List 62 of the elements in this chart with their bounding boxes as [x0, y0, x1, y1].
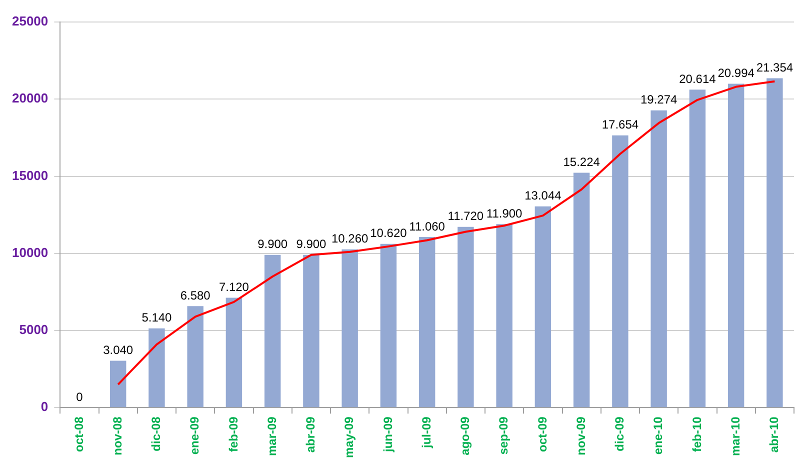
bar: [110, 360, 126, 408]
x-tick-label: mar-09: [264, 416, 279, 456]
y-tick-label: 15000: [12, 168, 48, 183]
bar: [496, 224, 512, 408]
x-tick-label: dic-09: [612, 416, 627, 452]
bar: [534, 206, 552, 408]
data-label: 17.654: [602, 118, 639, 132]
data-label: 9.900: [258, 237, 288, 252]
data-label: 11.900: [486, 206, 523, 220]
x-tick-label: dic-08: [149, 416, 164, 452]
y-tick-label: 10000: [12, 244, 48, 260]
x-tick-label: nov-08: [110, 416, 124, 456]
x-tick-label: oct-09: [535, 416, 550, 452]
bar: [226, 298, 242, 408]
bar: [342, 249, 358, 408]
data-label: 11.060: [409, 219, 446, 234]
data-label: 11.720: [448, 209, 484, 224]
x-tick-label: abr-10: [767, 416, 781, 453]
data-label: 0: [76, 390, 84, 404]
data-label: 9.900: [296, 237, 327, 252]
x-tick-label: feb-09: [226, 416, 240, 452]
data-label: 21.354: [756, 60, 794, 75]
x-tick-label: oct-08: [72, 416, 86, 452]
bar: [689, 90, 706, 408]
data-label: 10.260: [331, 232, 369, 246]
bar: [458, 226, 474, 408]
bar: [650, 110, 667, 408]
x-tick-label: abr-09: [304, 416, 318, 453]
y-tick-label: 20000: [12, 90, 48, 106]
bar: [612, 135, 628, 408]
data-label: 7.120: [218, 280, 250, 294]
bar: [380, 244, 397, 408]
x-tick-label: ene-09: [188, 416, 202, 455]
bar: [148, 328, 165, 408]
bar: [264, 254, 281, 408]
x-tick-label: jul-09: [419, 416, 434, 449]
y-tick-label: 5000: [19, 322, 48, 338]
x-tick-label: may-09: [342, 416, 356, 458]
data-label: 20.614: [679, 72, 716, 86]
data-label: 10.620: [370, 226, 408, 240]
data-label: 13.044: [524, 188, 562, 203]
data-label: 3.040: [103, 343, 134, 358]
bar: [728, 84, 744, 408]
data-label: 15.224: [563, 155, 600, 170]
x-tick-label: jun-09: [380, 416, 395, 453]
data-label: 20.994: [718, 66, 755, 80]
x-tick-label: ago-09: [458, 416, 472, 456]
bar: [573, 172, 590, 408]
y-tick-label: 0: [40, 399, 48, 414]
bar: [187, 306, 204, 408]
bar: [418, 237, 436, 408]
x-tick-label: ene-10: [651, 416, 666, 455]
x-tick-label: sep-09: [496, 416, 511, 455]
x-tick-label: feb-10: [690, 416, 704, 452]
x-tick-label: nov-09: [574, 416, 588, 456]
bar: [303, 254, 320, 408]
y-tick-label: 25000: [12, 14, 48, 29]
data-label: 19.274: [640, 92, 678, 107]
bar: [766, 78, 783, 408]
x-tick-label: mar-10: [728, 416, 742, 456]
data-label: 6.580: [180, 288, 211, 302]
data-label: 5.140: [142, 310, 172, 325]
